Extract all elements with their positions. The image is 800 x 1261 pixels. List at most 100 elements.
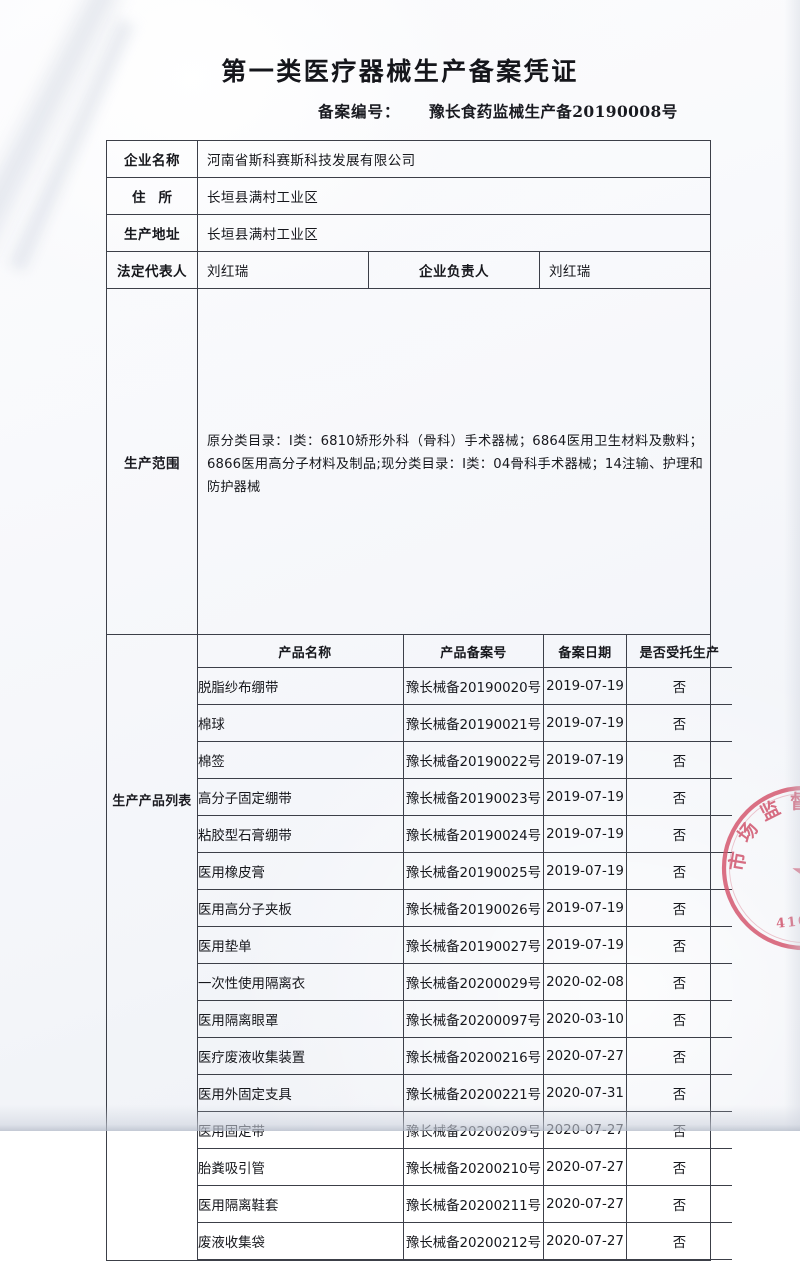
product-record-number: 豫长械备20190024号: [404, 816, 544, 853]
product-entrusted-flag: 否: [627, 927, 733, 964]
production-scope-text: 原分类目录：Ⅰ类：6810矫形外科（骨科）手术器械；6864医用卫生材料及敷料；…: [207, 431, 703, 499]
product-name: 医用隔离眼罩: [198, 1001, 404, 1038]
product-name: 废液收集袋: [198, 1223, 404, 1260]
product-record-number: 豫长械备20200212号: [404, 1223, 544, 1260]
product-record-date: 2019-07-19: [544, 853, 627, 890]
table-row-company-name: 企业名称 河南省斯科赛斯科技发展有限公司: [107, 141, 711, 178]
product-entrusted-flag: 否: [627, 964, 733, 1001]
product-table: 产品名称 产品备案号 备案日期 是否受托生产 脱脂纱布绷带豫长械备2019002…: [198, 635, 732, 1260]
product-record-date: 2019-07-19: [544, 779, 627, 816]
production-scope-cell: 原分类目录：Ⅰ类：6810矫形外科（骨科）手术器械；6864医用卫生材料及敷料；…: [198, 289, 711, 635]
label-enterprise-manager: 企业负责人: [369, 252, 540, 289]
product-record-number: 豫长械备20190021号: [404, 705, 544, 742]
product-name: 粘胶型石膏绷带: [198, 816, 404, 853]
product-entrusted-flag: 否: [627, 1186, 733, 1223]
filing-number-value: 豫长食药监械生产备20190008号: [429, 102, 677, 121]
product-name: 医用高分子夹板: [198, 890, 404, 927]
product-entrusted-flag: 否: [627, 1223, 733, 1260]
product-record-number: 豫长械备20190027号: [404, 927, 544, 964]
product-list-label-text: 生产产品列表: [107, 790, 197, 1105]
product-record-number: 豫长械备20200029号: [404, 964, 544, 1001]
table-row-representatives: 法定代表人 刘红瑞 企业负责人 刘红瑞: [107, 252, 711, 289]
value-enterprise-manager: 刘红瑞: [540, 252, 711, 289]
table-row-address: 住所 长垣县满村工业区: [107, 178, 711, 215]
product-record-number: 豫长械备20200211号: [404, 1186, 544, 1223]
label-production-scope: 生产范围: [107, 289, 198, 635]
product-record-date: 2020-02-08: [544, 964, 627, 1001]
product-record-date: 2020-07-27: [544, 1149, 627, 1186]
value-production-address: 长垣县满村工业区: [198, 215, 711, 252]
product-name: 胎粪吸引管: [198, 1149, 404, 1186]
label-product-list: 生产产品列表: [107, 635, 198, 1261]
product-record-number: 豫长械备20200097号: [404, 1001, 544, 1038]
product-name: 一次性使用隔离衣: [198, 964, 404, 1001]
value-legal-representative: 刘红瑞: [198, 252, 369, 289]
label-address: 住所: [107, 178, 198, 215]
label-company-name: 企业名称: [107, 141, 198, 178]
product-record-date: 2020-07-27: [544, 1223, 627, 1260]
product-name: 高分子固定绷带: [198, 779, 404, 816]
product-record-date: 2019-07-19: [544, 927, 627, 964]
product-entrusted-flag: 否: [627, 1149, 733, 1186]
product-entrusted-flag: 否: [627, 816, 733, 853]
product-name: 脱脂纱布绷带: [198, 668, 404, 705]
page-edge-shadow-bottom: [0, 1105, 800, 1131]
product-list-cell: 产品名称 产品备案号 备案日期 是否受托生产 脱脂纱布绷带豫长械备2019002…: [198, 635, 711, 1261]
product-record-date: 2019-07-19: [544, 705, 627, 742]
column-header-record-number: 产品备案号: [404, 635, 544, 668]
product-record-number: 豫长械备20190023号: [404, 779, 544, 816]
filing-number-line: 备案编号： 豫长食药监械生产备20190008号: [318, 100, 678, 122]
product-table-header-row: 产品名称 产品备案号 备案日期 是否受托生产: [198, 635, 732, 668]
label-legal-representative: 法定代表人: [107, 252, 198, 289]
product-record-number: 豫长械备20190022号: [404, 742, 544, 779]
filing-number-label: 备案编号：: [318, 102, 401, 121]
product-record-number: 豫长械备20190020号: [404, 668, 544, 705]
product-entrusted-flag: 否: [627, 1001, 733, 1038]
product-record-number: 豫长械备20190026号: [404, 890, 544, 927]
certificate-table: 企业名称 河南省斯科赛斯科技发展有限公司 住所 长垣县满村工业区 生产地址 长垣…: [106, 140, 711, 1261]
product-entrusted-flag: 否: [627, 890, 733, 927]
product-name: 医疗废液收集装置: [198, 1038, 404, 1075]
table-row-production-address: 生产地址 长垣县满村工业区: [107, 215, 711, 252]
product-record-number: 豫长械备20190025号: [404, 853, 544, 890]
product-record-date: 2019-07-19: [544, 742, 627, 779]
label-production-address: 生产地址: [107, 215, 198, 252]
page-edge-shadow-right: [784, 0, 800, 1131]
column-header-entrusted-production: 是否受托生产: [627, 635, 733, 668]
product-name: 医用橡皮膏: [198, 853, 404, 890]
product-name: 棉签: [198, 742, 404, 779]
product-entrusted-flag: 否: [627, 853, 733, 890]
value-address: 长垣县满村工业区: [198, 178, 711, 215]
product-record-date: 2019-07-19: [544, 890, 627, 927]
product-entrusted-flag: 否: [627, 705, 733, 742]
product-record-date: 2020-03-10: [544, 1001, 627, 1038]
product-record-number: 豫长械备20200216号: [404, 1038, 544, 1075]
product-entrusted-flag: 否: [627, 1038, 733, 1075]
product-name: 医用垫单: [198, 927, 404, 964]
value-company-name: 河南省斯科赛斯科技发展有限公司: [198, 141, 711, 178]
table-row-production-scope: 生产范围 原分类目录：Ⅰ类：6810矫形外科（骨科）手术器械；6864医用卫生材…: [107, 289, 711, 635]
product-record-date: 2019-07-19: [544, 668, 627, 705]
page-title: 第一类医疗器械生产备案凭证: [0, 52, 800, 88]
table-row-product-list: 生产产品列表 产品名称 产品备案号 备案日期 是否受托生产 脱脂纱布绷带豫长械备…: [107, 635, 711, 1261]
product-record-date: 2020-07-27: [544, 1038, 627, 1075]
product-entrusted-flag: 否: [627, 668, 733, 705]
product-record-date: 2019-07-19: [544, 816, 627, 853]
column-header-product-name: 产品名称: [198, 635, 404, 668]
product-entrusted-flag: 否: [627, 779, 733, 816]
product-name: 棉球: [198, 705, 404, 742]
product-name: 医用隔离鞋套: [198, 1186, 404, 1223]
product-record-date: 2020-07-27: [544, 1186, 627, 1223]
